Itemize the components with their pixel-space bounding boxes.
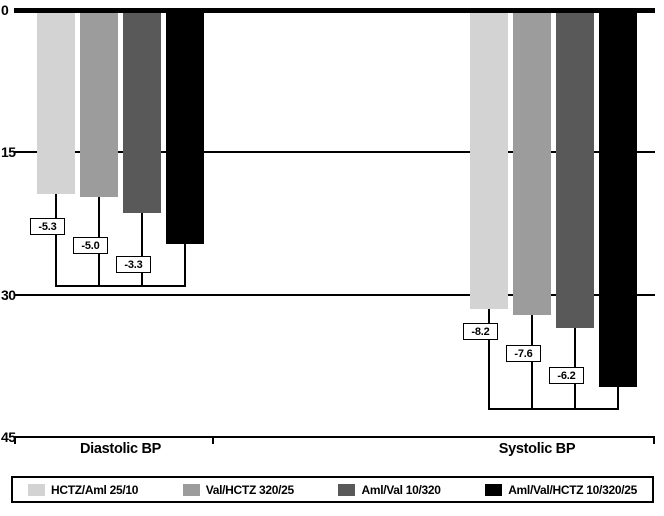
bar-diastolic-bp-series-0 — [37, 12, 75, 195]
diff-label: -8.2 — [463, 323, 498, 340]
gridline — [14, 151, 655, 154]
gridline — [14, 7, 655, 13]
legend-item: HCTZ/Aml 25/10 — [28, 483, 138, 497]
legend-label: Aml/Val/HCTZ 10/320/25 — [508, 482, 637, 497]
gridline — [14, 293, 655, 296]
legend-swatch — [338, 483, 356, 496]
bracket-line — [184, 244, 186, 287]
legend-label: Val/HCTZ 320/25 — [205, 482, 295, 497]
x-axis-tick — [212, 437, 214, 444]
bar-systolic-bp-series-1 — [513, 12, 551, 315]
bar-systolic-bp-series-2 — [556, 12, 594, 328]
bar-diastolic-bp-series-2 — [123, 12, 161, 214]
callout-line — [531, 314, 533, 410]
x-axis-tick — [14, 437, 16, 444]
bar-systolic-bp-series-3 — [599, 12, 637, 387]
diff-label: -7.6 — [506, 345, 541, 362]
bar-diastolic-bp-series-1 — [80, 12, 118, 197]
gridline — [14, 436, 655, 438]
legend-swatch — [485, 483, 503, 496]
legend-item: Aml/Val 10/320 — [338, 482, 441, 497]
bar-systolic-bp-series-0 — [470, 12, 508, 309]
y-axis-tick-label: 30 — [1, 287, 16, 303]
legend-label: Aml/Val 10/320 — [361, 482, 441, 497]
legend-swatch — [28, 483, 45, 496]
bracket-line — [488, 408, 619, 410]
diff-label: -6.2 — [549, 367, 584, 384]
category-label-diastolic-bp: Diastolic BP — [79, 441, 161, 457]
y-axis-tick-label: 15 — [1, 144, 16, 160]
diff-label: -5.0 — [73, 237, 108, 254]
y-axis-tick-label: 0 — [1, 2, 9, 18]
callout-line — [55, 194, 57, 287]
callout-line — [141, 213, 143, 287]
legend: HCTZ/Aml 25/10 Val/HCTZ 320/25 Aml/Val 1… — [11, 476, 654, 503]
legend-swatch — [182, 483, 200, 496]
legend-item: Aml/Val/HCTZ 10/320/25 — [485, 483, 637, 497]
category-label-systolic-bp: Systolic BP — [498, 441, 576, 457]
bar-diastolic-bp-series-3 — [166, 12, 204, 245]
diff-label: -3.3 — [116, 256, 151, 273]
bracket-line — [55, 285, 186, 287]
x-axis-tick — [653, 437, 655, 444]
callout-line — [488, 308, 490, 410]
legend-label: HCTZ/Aml 25/10 — [51, 482, 139, 497]
legend-item: Val/HCTZ 320/25 — [182, 482, 295, 497]
diff-label: -5.3 — [30, 218, 65, 235]
y-axis-tick-label: 45 — [1, 429, 16, 445]
bracket-line — [617, 386, 619, 410]
